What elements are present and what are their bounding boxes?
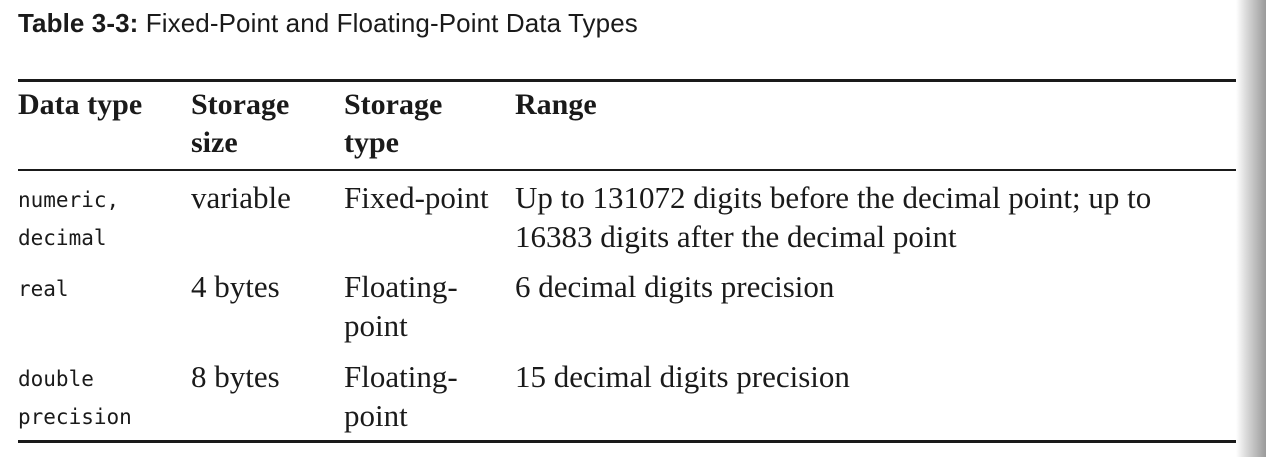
table-top-rule xyxy=(18,79,1244,82)
row-1-data-type: numeric, decimal xyxy=(18,181,119,257)
row-1-storage-size-line: variable xyxy=(191,180,291,215)
row-2-storage-type-line-1: Floating- xyxy=(344,269,458,304)
row-2-storage-type: Floating- point xyxy=(344,267,458,345)
header-data-type-line: Data type xyxy=(18,88,143,121)
table-header-rule xyxy=(18,169,1244,171)
row-3-storage-type: Floating- point xyxy=(344,357,458,435)
page-edge-shadow xyxy=(1236,0,1266,457)
row-3-range: 15 decimal digits precision xyxy=(515,357,850,396)
header-storage-size: Storage size xyxy=(191,86,289,162)
row-3-data-type: double precision xyxy=(18,360,132,436)
row-2-range: 6 decimal digits precision xyxy=(515,267,834,306)
row-3-storage-type-line-2: point xyxy=(344,398,408,433)
row-3-storage-size-line: 8 bytes xyxy=(191,359,280,394)
row-1-data-type-line-2: decimal xyxy=(18,226,107,250)
row-1-storage-size: variable xyxy=(191,178,291,217)
row-2-data-type: real xyxy=(18,270,69,308)
row-1-storage-type-line: Fixed-point xyxy=(344,180,489,215)
row-3-range-line: 15 decimal digits precision xyxy=(515,359,850,394)
header-storage-type-line-1: Storage xyxy=(344,88,443,121)
table-caption-title: Fixed-Point and Floating-Point Data Type… xyxy=(138,8,638,38)
row-3-data-type-line-2: precision xyxy=(18,405,132,429)
row-3-data-type-line-1: double xyxy=(18,367,94,391)
header-data-type: Data type xyxy=(18,86,142,124)
row-2-storage-size: 4 bytes xyxy=(191,267,280,306)
header-storage-size-line-2: size xyxy=(191,126,238,159)
row-1-range: Up to 131072 digits before the decimal p… xyxy=(515,178,1151,256)
header-storage-type-line-2: type xyxy=(344,126,399,159)
row-3-storage-size: 8 bytes xyxy=(191,357,280,396)
row-1-storage-type: Fixed-point xyxy=(344,178,489,217)
row-2-range-line: 6 decimal digits precision xyxy=(515,269,835,304)
row-1-data-type-line-1: numeric, xyxy=(18,188,120,212)
row-2-storage-size-line: 4 bytes xyxy=(191,269,280,304)
table-caption-label: Table 3-3: xyxy=(18,8,139,38)
table-caption: Table 3-3: Fixed-Point and Floating-Poin… xyxy=(18,8,638,39)
header-range: Range xyxy=(515,86,597,124)
row-1-range-line-1: Up to 131072 digits before the decimal p… xyxy=(515,180,1152,215)
row-2-storage-type-line-2: point xyxy=(344,308,408,343)
header-storage-type: Storage type xyxy=(344,86,442,162)
table-bottom-rule xyxy=(18,440,1244,443)
header-range-line: Range xyxy=(515,88,597,121)
row-3-storage-type-line-1: Floating- xyxy=(344,359,458,394)
row-2-data-type-line: real xyxy=(18,277,69,301)
header-storage-size-line-1: Storage xyxy=(191,88,290,121)
row-1-range-line-2: 16383 digits after the decimal point xyxy=(515,219,957,254)
